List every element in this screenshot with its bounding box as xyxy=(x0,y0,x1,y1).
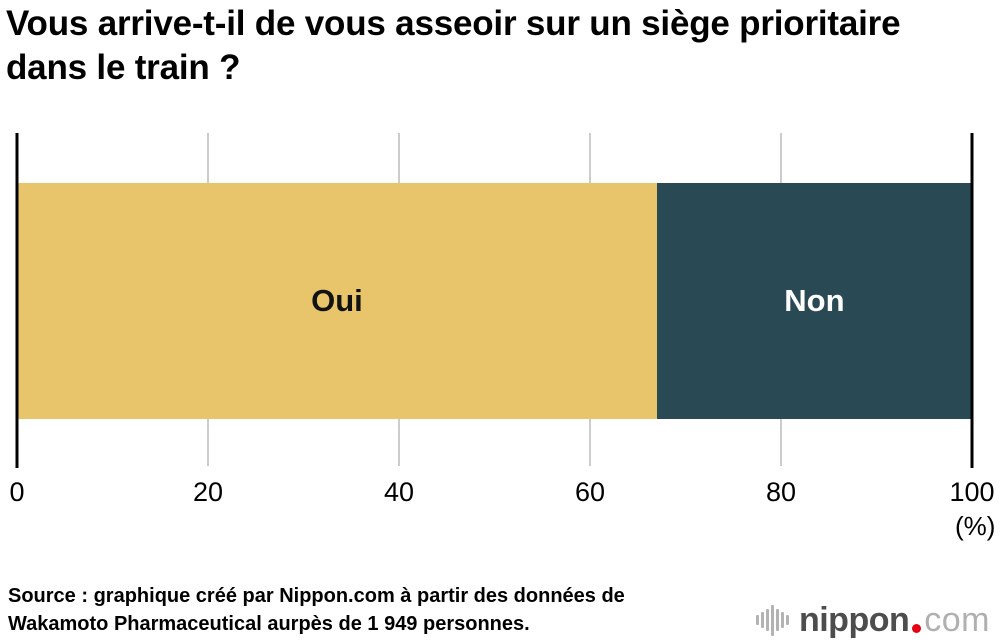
logo-bar xyxy=(780,612,784,628)
logo-red-dot xyxy=(912,624,922,633)
logo-bar xyxy=(765,609,769,631)
logo-bar xyxy=(770,604,774,636)
soundwave-bars-icon xyxy=(755,603,789,637)
logo-bar xyxy=(755,615,759,625)
stacked-bar: Oui Non xyxy=(17,183,972,419)
source-line-2: Wakamoto Pharmaceutical aurpès de 1 949 … xyxy=(8,613,530,635)
segment-label-non: Non xyxy=(784,283,845,318)
x-tick-label: 20 xyxy=(192,477,224,507)
x-tick-label: 40 xyxy=(383,477,415,507)
x-tick-label: 0 xyxy=(9,477,25,507)
source-line-1: Source : graphique créé par Nippon.com à… xyxy=(8,585,625,607)
x-tick-label: 80 xyxy=(765,477,797,507)
logo-bar xyxy=(760,612,764,628)
axis-edge-line xyxy=(970,133,974,468)
bar-segment-oui: Oui xyxy=(17,183,657,419)
logo-tld-text: com xyxy=(924,601,990,639)
x-tick-label: 100 xyxy=(949,477,995,507)
nippon-logo: nippon com xyxy=(755,596,990,640)
logo-bar xyxy=(785,615,789,625)
plot-area: Oui Non 0 20 40 60 80 100 (%) xyxy=(9,133,995,541)
bar-segment-non: Non xyxy=(656,183,972,419)
source-note: Source : graphique créé par Nippon.com à… xyxy=(8,582,625,638)
axis-edge-line xyxy=(15,133,19,468)
chart-title: Vous arrive-t-il de vous asseoir sur un … xyxy=(6,4,901,87)
logo-bar xyxy=(775,609,779,631)
axis-unit-label: (%) xyxy=(955,511,996,541)
segment-label-oui: Oui xyxy=(311,283,363,318)
logo-name-text: nippon xyxy=(798,601,910,639)
x-tick-label: 60 xyxy=(574,477,606,507)
